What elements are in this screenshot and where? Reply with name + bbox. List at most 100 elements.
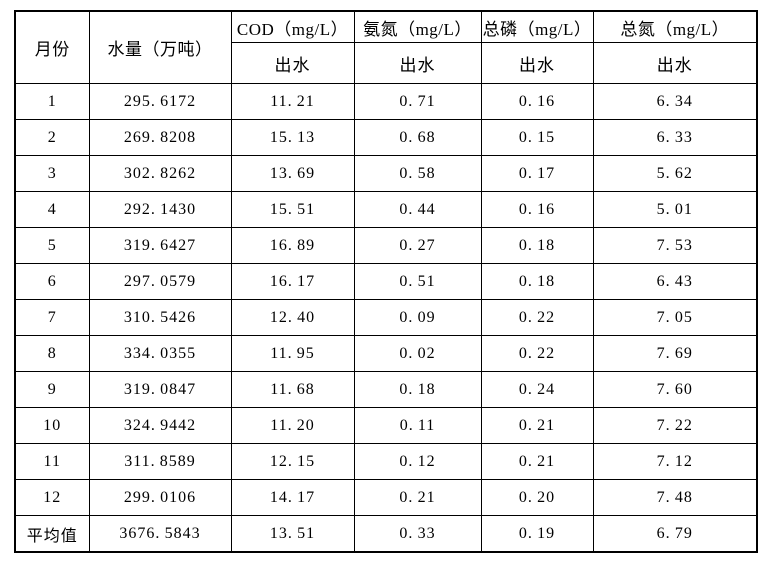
table-cell: 0. 24 (480, 371, 594, 408)
row-label-cell: 平均值 (14, 515, 90, 553)
table-cell: 0. 19 (480, 515, 594, 553)
table-cell: 292. 1430 (88, 191, 232, 228)
table-cell: 0. 22 (480, 299, 594, 336)
header-cell-month: 月份 (14, 10, 90, 84)
table-cell: 7. 48 (592, 479, 758, 516)
table-cell: 297. 0579 (88, 263, 232, 300)
table-cell: 0. 33 (353, 515, 482, 553)
table-cell: 6. 43 (592, 263, 758, 300)
table-cell: 13. 51 (230, 515, 355, 553)
table-row: 4 292. 1430 15. 51 0. 44 0. 16 5. 01 (14, 191, 758, 228)
table-cell: 5. 01 (592, 191, 758, 228)
table-row: 9 319. 0847 11. 68 0. 18 0. 24 7. 60 (14, 371, 758, 408)
row-label-cell: 2 (14, 119, 90, 156)
table-cell: 0. 17 (480, 155, 594, 192)
table-cell: 311. 8589 (88, 443, 232, 480)
table-cell: 12. 40 (230, 299, 355, 336)
table-row: 12 299. 0106 14. 17 0. 21 0. 20 7. 48 (14, 479, 758, 516)
table-cell: 334. 0355 (88, 335, 232, 372)
row-label-cell: 1 (14, 83, 90, 120)
table-cell: 7. 60 (592, 371, 758, 408)
table-cell: 11. 20 (230, 407, 355, 444)
table-cell: 0. 20 (480, 479, 594, 516)
table-cell: 0. 12 (353, 443, 482, 480)
table-cell: 302. 8262 (88, 155, 232, 192)
water-quality-table: 月份 水量（万吨） COD（mg/L） 氨氮（mg/L） 总磷（mg/L） 总氮… (14, 10, 758, 553)
table-cell: 319. 0847 (88, 371, 232, 408)
table-cell: 11. 21 (230, 83, 355, 120)
row-label-cell: 9 (14, 371, 90, 408)
table-row: 1 295. 6172 11. 21 0. 71 0. 16 6. 34 (14, 83, 758, 120)
table-row: 2 269. 8208 15. 13 0. 68 0. 15 6. 33 (14, 119, 758, 156)
table-row: 11 311. 8589 12. 15 0. 12 0. 21 7. 12 (14, 443, 758, 480)
header-row: 月份 水量（万吨） COD（mg/L） 氨氮（mg/L） 总磷（mg/L） 总氮… (14, 10, 758, 84)
table-cell: 0. 16 (480, 83, 594, 120)
table-cell: 319. 6427 (88, 227, 232, 264)
table-cell: 14. 17 (230, 479, 355, 516)
table-row: 8 334. 0355 11. 95 0. 02 0. 22 7. 69 (14, 335, 758, 372)
table-cell: 0. 16 (480, 191, 594, 228)
table-cell: 310. 5426 (88, 299, 232, 336)
table-cell: 0. 21 (353, 479, 482, 516)
table-cell: 0. 68 (353, 119, 482, 156)
table-body: 1 295. 6172 11. 21 0. 71 0. 16 6. 34 2 269. 820… (14, 83, 758, 553)
table-cell: 7. 05 (592, 299, 758, 336)
table-cell: 0. 51 (353, 263, 482, 300)
table-row: 3 302. 8262 13. 69 0. 58 0. 17 5. 62 (14, 155, 758, 192)
table-cell: 6. 33 (592, 119, 758, 156)
table-cell: 0. 44 (353, 191, 482, 228)
table-row: 6 297. 0579 16. 17 0. 51 0. 18 6. 43 (14, 263, 758, 300)
subheader-row: 出水 出水 出水 出水 (15, 42, 758, 84)
row-label-cell: 8 (14, 335, 90, 372)
row-label-cell: 10 (14, 407, 90, 444)
table-cell: 15. 13 (230, 119, 355, 156)
table-cell: 0. 15 (480, 119, 594, 156)
row-label-cell: 7 (14, 299, 90, 336)
table-row: 10 324. 9442 11. 20 0. 11 0. 21 7. 22 (14, 407, 758, 444)
row-label-cell: 12 (14, 479, 90, 516)
table-cell: 6. 34 (592, 83, 758, 120)
table-row: 7 310. 5426 12. 40 0. 09 0. 22 7. 05 (14, 299, 758, 336)
row-label-cell: 6 (14, 263, 90, 300)
subheader-cell-phosphorus-effluent: 出水 (480, 42, 594, 84)
table-cell: 0. 22 (480, 335, 594, 372)
subheader-cell-ammonia-effluent: 出水 (353, 42, 482, 84)
table-cell: 5. 62 (592, 155, 758, 192)
table-cell: 16. 17 (230, 263, 355, 300)
row-label-cell: 5 (14, 227, 90, 264)
table-cell: 0. 21 (480, 407, 594, 444)
table-row: 平均值 3676. 5843 13. 51 0. 33 0. 19 6. 79 (14, 515, 758, 553)
row-label-cell: 4 (14, 191, 90, 228)
header-cell-cod: COD（mg/L） (230, 10, 355, 43)
table-cell: 0. 02 (353, 335, 482, 372)
table-row: 5 319. 6427 16. 89 0. 27 0. 18 7. 53 (14, 227, 758, 264)
table-cell: 0. 09 (353, 299, 482, 336)
table-cell: 3676. 5843 (88, 515, 232, 553)
header-cell-ammonia-nitrogen: 氨氮（mg/L） (353, 10, 482, 43)
table-cell: 0. 18 (480, 263, 594, 300)
table-cell: 16. 89 (230, 227, 355, 264)
row-label-cell: 11 (14, 443, 90, 480)
table-cell: 0. 18 (480, 227, 594, 264)
header-cell-total-phosphorus: 总磷（mg/L） (480, 10, 594, 43)
table-cell: 7. 22 (592, 407, 758, 444)
table-cell: 299. 0106 (88, 479, 232, 516)
table-cell: 0. 71 (353, 83, 482, 120)
table-cell: 0. 11 (353, 407, 482, 444)
subheader-cell-cod-effluent: 出水 (230, 42, 355, 84)
subheader-cell-nitrogen-effluent: 出水 (592, 42, 758, 84)
table-cell: 7. 12 (592, 443, 758, 480)
table-cell: 11. 68 (230, 371, 355, 408)
table-cell: 12. 15 (230, 443, 355, 480)
table-cell: 15. 51 (230, 191, 355, 228)
table-cell: 269. 8208 (88, 119, 232, 156)
table-cell: 0. 27 (353, 227, 482, 264)
header-cell-total-nitrogen: 总氮（mg/L） (592, 10, 758, 43)
table-cell: 11. 95 (230, 335, 355, 372)
header-cell-water-volume: 水量（万吨） (88, 10, 232, 84)
table-cell: 0. 58 (353, 155, 482, 192)
table-cell: 7. 69 (592, 335, 758, 372)
table-cell: 0. 21 (480, 443, 594, 480)
row-label-cell: 3 (14, 155, 90, 192)
